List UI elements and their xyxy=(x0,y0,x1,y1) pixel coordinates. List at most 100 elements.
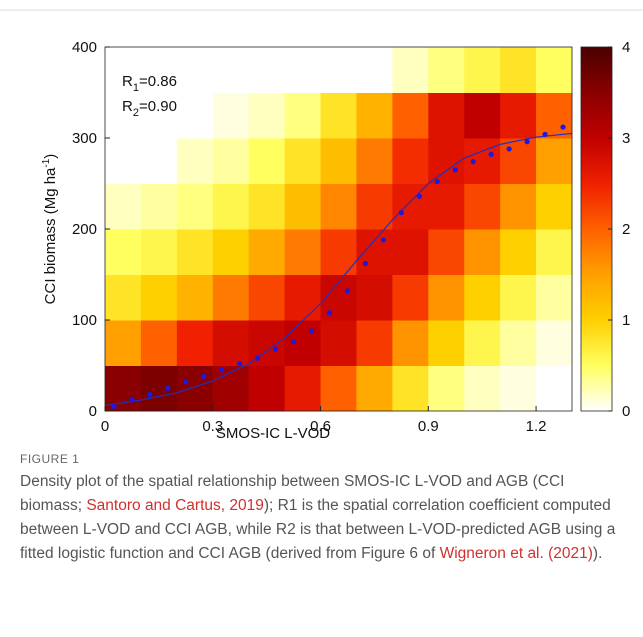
density-cell xyxy=(500,274,537,321)
colorbar-tick-label: 1 xyxy=(622,312,630,329)
density-cell xyxy=(464,47,501,93)
density-cell xyxy=(284,320,322,366)
density-cell xyxy=(320,320,357,366)
mean-point xyxy=(344,288,351,294)
density-cell xyxy=(105,365,142,412)
annotation-sub: 2 xyxy=(133,107,139,119)
density-cell xyxy=(248,229,286,275)
colorbar xyxy=(580,46,613,412)
density-cell xyxy=(105,274,142,321)
density-cell xyxy=(536,229,573,275)
annotation-value: =0.86 xyxy=(139,73,177,90)
density-cell xyxy=(212,183,250,230)
density-cell xyxy=(176,47,214,93)
density-cell xyxy=(140,92,178,139)
density-cell xyxy=(176,92,214,139)
mean-point xyxy=(165,385,171,391)
y-axis-title: CCI biomass (Mg ha-1) xyxy=(41,154,59,305)
mean-point xyxy=(560,124,566,130)
density-cell xyxy=(392,274,429,321)
density-cell xyxy=(320,365,357,412)
density-cell xyxy=(176,365,214,412)
density-cell xyxy=(500,229,537,275)
caption: FIGURE 1 Density plot of the spatial rel… xyxy=(20,452,630,566)
plot: 0 0.3 0.6 0.9 1.20100200300400R1=0.86R2=0.90… xyxy=(72,39,630,435)
y-tick-label: 200 xyxy=(72,221,97,238)
density-cell xyxy=(212,320,250,366)
density-cell xyxy=(176,183,214,230)
density-cell xyxy=(212,47,250,93)
density-cell xyxy=(105,183,142,230)
density-cell xyxy=(105,92,142,139)
x-tick-label: 0.6 xyxy=(310,418,331,435)
mean-point xyxy=(308,328,315,334)
density-cell xyxy=(248,183,286,230)
density-cell xyxy=(320,138,357,184)
density-cell xyxy=(140,365,178,412)
x-tick-label: 0.3 xyxy=(202,418,223,435)
density-cell xyxy=(248,320,286,366)
mean-point xyxy=(398,210,404,216)
density-cell xyxy=(464,320,501,366)
density-cell xyxy=(320,229,357,275)
colorbar-tick-label: 3 xyxy=(622,130,630,147)
annotation-sub: 1 xyxy=(133,82,139,94)
density-cell xyxy=(176,320,214,366)
y-title-part: ) xyxy=(42,154,59,159)
mean-point xyxy=(326,310,333,316)
density-cell xyxy=(464,183,501,230)
density-cell xyxy=(105,47,142,93)
density-cell xyxy=(140,183,178,230)
density-cell xyxy=(356,365,393,412)
density-cell xyxy=(536,365,573,412)
colorbar-tick-label: 4 xyxy=(622,39,630,56)
y-tick-label: 400 xyxy=(72,39,97,56)
density-cell xyxy=(140,138,178,184)
density-cell xyxy=(392,138,429,184)
density-cell xyxy=(284,229,322,275)
density-cell xyxy=(500,183,537,230)
density-cell xyxy=(212,365,250,412)
density-cell xyxy=(500,47,537,93)
density-cell xyxy=(464,229,501,275)
citation-link[interactable]: Wigneron et al. (2021) xyxy=(439,545,593,562)
density-cell xyxy=(428,274,465,321)
caption-part: ); R1 is the spatial correlation coeffic… xyxy=(20,497,616,562)
density-cell xyxy=(284,274,322,321)
density-cell xyxy=(392,229,429,275)
mean-point xyxy=(255,355,261,361)
density-cell xyxy=(248,138,286,184)
chart: 0 0.3 0.6 0.9 1.20100200300400R1=0.86R2=0.90… xyxy=(0,9,643,442)
density-cell xyxy=(500,92,537,139)
caption-text: Density plot of the spatial relationship… xyxy=(20,470,630,566)
density-cell xyxy=(392,183,429,230)
density-cell xyxy=(320,183,357,230)
mean-point xyxy=(219,367,225,373)
mean-point xyxy=(452,167,458,173)
density-cell xyxy=(356,320,393,366)
colorbar-tick-label: 0 xyxy=(622,403,630,420)
density-cell xyxy=(428,229,465,275)
mean-point xyxy=(434,179,440,185)
density-cell xyxy=(428,183,465,230)
density-cell xyxy=(392,92,429,139)
density-cell xyxy=(212,274,250,321)
mean-point xyxy=(183,379,189,385)
figure-label: FIGURE 1 xyxy=(20,452,80,466)
mean-point xyxy=(488,151,494,157)
density-cell xyxy=(105,320,142,366)
density-cell xyxy=(536,138,573,184)
citation-link[interactable]: Santoro and Cartus, 2019 xyxy=(86,497,264,514)
density-cell xyxy=(356,138,393,184)
density-cell xyxy=(140,320,178,366)
mean-point xyxy=(201,373,207,380)
mean-point xyxy=(129,397,135,403)
density-cell xyxy=(500,365,537,412)
density-cell xyxy=(248,47,286,93)
density-cell xyxy=(356,92,393,139)
density-cell xyxy=(105,229,142,275)
density-cell xyxy=(176,229,214,275)
density-cell xyxy=(248,365,286,412)
density-cell xyxy=(140,274,178,321)
density-cell xyxy=(284,365,322,412)
